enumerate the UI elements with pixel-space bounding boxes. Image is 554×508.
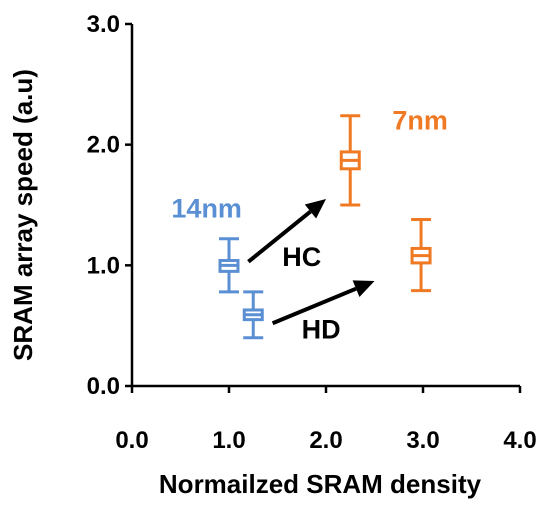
y-tick-labels: 0.0 1.0 2.0 3.0	[87, 11, 132, 400]
x-axis-label: Normailzed SRAM density	[159, 469, 482, 499]
arrow-head	[304, 198, 326, 219]
arrow-shaft	[247, 209, 312, 264]
box-14nm	[218, 237, 240, 294]
plot-area: 0.0 1.0 2.0 3.0 0.0 1.0 2.0 3.0 4.0 14nm 7nm HC HD	[87, 11, 537, 454]
series-label: 7nm	[392, 106, 448, 136]
series-label: 14nm	[171, 194, 242, 224]
arrow-head	[352, 280, 375, 297]
box-7nm	[339, 114, 361, 207]
box-14nm	[242, 290, 264, 340]
arrow	[271, 280, 375, 326]
arrow	[247, 198, 326, 264]
y-tick-label: 2.0	[87, 132, 120, 159]
annotation-hd: HD	[302, 314, 341, 344]
x-tick-label: 4.0	[503, 427, 536, 454]
box-marks	[218, 114, 432, 340]
arrows	[247, 198, 375, 326]
box-7nm	[410, 217, 432, 293]
arrow-shaft	[271, 286, 357, 326]
y-tick-label: 0.0	[87, 373, 120, 400]
annotation-hc: HC	[282, 242, 321, 272]
x-tick-label: 2.0	[309, 427, 342, 454]
y-axis-label: SRAM array speed (a.u)	[8, 69, 38, 361]
x-tick-label: 3.0	[406, 427, 439, 454]
x-tick-label: 0.0	[115, 427, 148, 454]
chart-labels: 14nm 7nm HC HD	[171, 106, 447, 345]
y-tick-label: 1.0	[87, 252, 120, 279]
x-tick-labels: 0.0 1.0 2.0 3.0 4.0	[115, 386, 537, 454]
y-tick-label: 3.0	[87, 11, 120, 38]
x-tick-label: 1.0	[212, 427, 245, 454]
